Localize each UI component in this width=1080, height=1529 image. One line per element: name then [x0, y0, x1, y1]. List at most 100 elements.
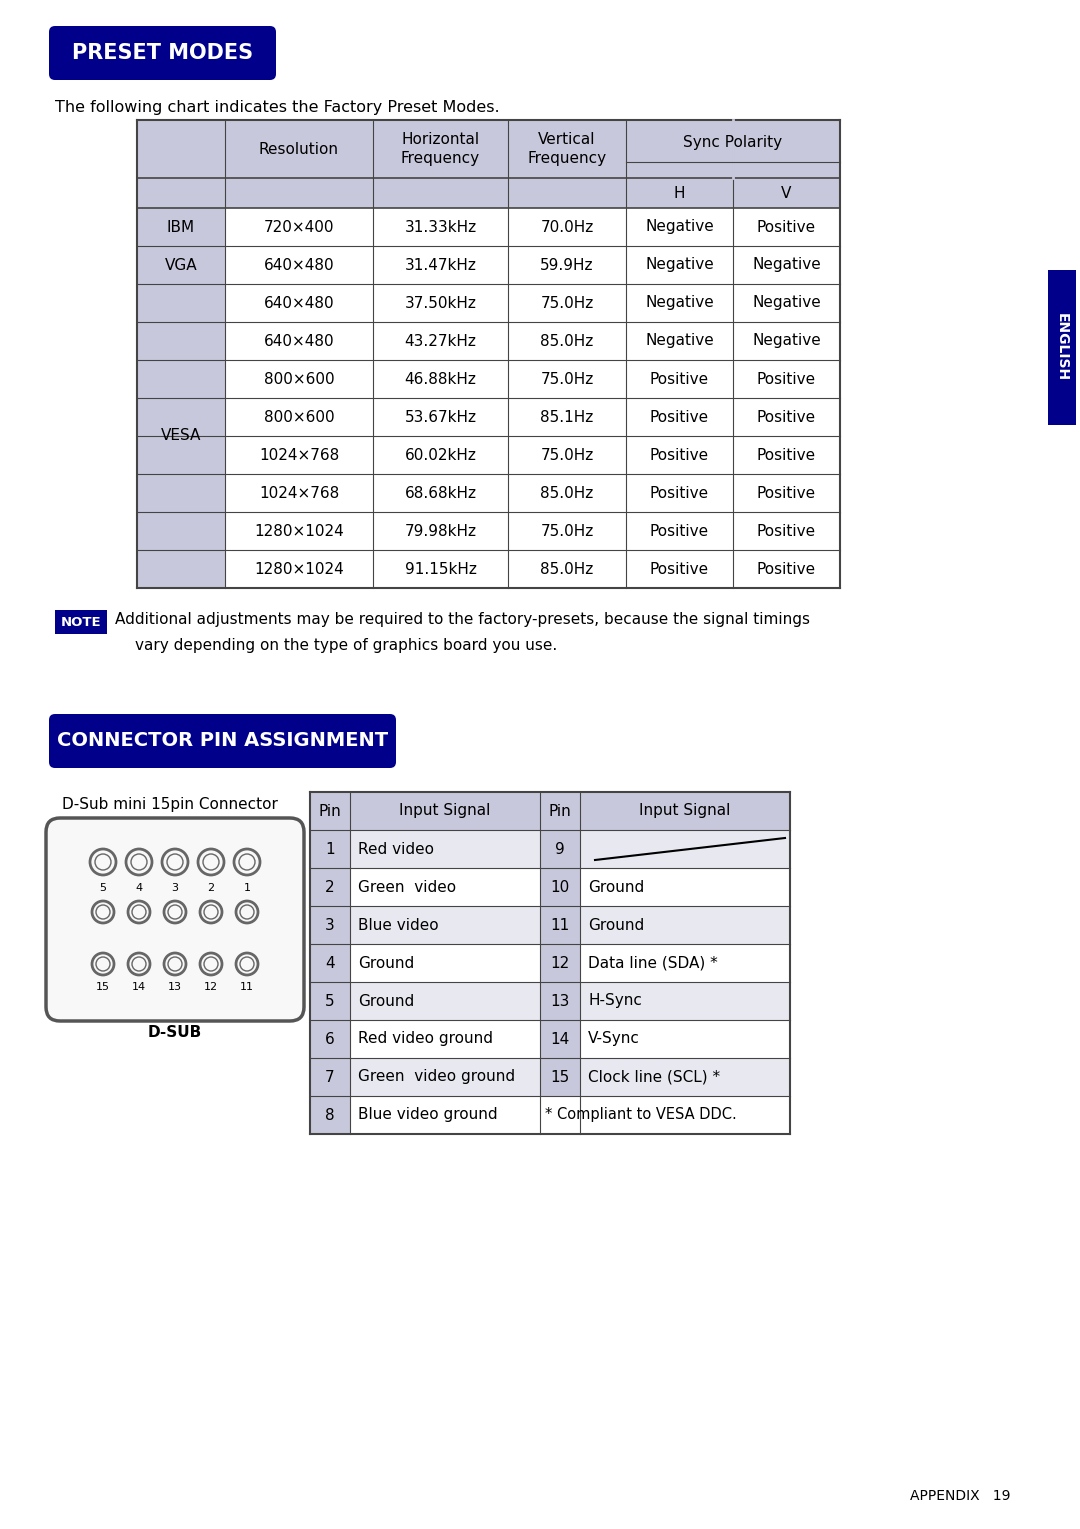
Text: 3: 3	[325, 917, 335, 933]
Bar	[137, 284, 840, 323]
Text: Positive: Positive	[757, 410, 816, 425]
Text: Clock line (SCL) *: Clock line (SCL) *	[588, 1069, 720, 1084]
Text: 53.67kHz: 53.67kHz	[405, 410, 476, 425]
Text: Blue video: Blue video	[357, 917, 438, 933]
Bar	[310, 982, 789, 1020]
Text: PRESET MODES: PRESET MODES	[72, 43, 253, 63]
Text: Positive: Positive	[757, 372, 816, 387]
Text: Pin: Pin	[319, 804, 341, 818]
Text: 1: 1	[243, 884, 251, 893]
Bar	[310, 1058, 350, 1096]
Bar	[137, 398, 840, 436]
Text: 14: 14	[132, 982, 146, 992]
Text: 640×480: 640×480	[264, 295, 335, 310]
Text: 12: 12	[551, 956, 569, 971]
Bar	[540, 868, 580, 907]
Text: Negative: Negative	[645, 333, 714, 349]
Text: Input Signal: Input Signal	[400, 804, 490, 818]
Text: 68.68kHz: 68.68kHz	[405, 486, 476, 500]
Text: Positive: Positive	[757, 561, 816, 576]
Text: 59.9Hz: 59.9Hz	[540, 257, 594, 272]
Text: ENGLISH: ENGLISH	[1055, 313, 1069, 382]
Text: 70.0Hz: 70.0Hz	[540, 220, 594, 234]
Text: 1024×768: 1024×768	[259, 486, 339, 500]
Bar	[540, 982, 580, 1020]
Text: APPENDIX   19: APPENDIX 19	[909, 1489, 1010, 1503]
Bar	[310, 982, 350, 1020]
Bar	[310, 830, 789, 868]
Text: Positive: Positive	[757, 486, 816, 500]
Text: Positive: Positive	[650, 448, 710, 462]
Text: V: V	[781, 185, 792, 200]
Text: 75.0Hz: 75.0Hz	[540, 448, 594, 462]
Text: 800×600: 800×600	[264, 372, 335, 387]
Text: 43.27kHz: 43.27kHz	[405, 333, 476, 349]
Text: Negative: Negative	[645, 220, 714, 234]
Bar	[137, 208, 225, 246]
Text: Ground: Ground	[588, 879, 645, 894]
Text: 3: 3	[172, 884, 178, 893]
Text: H: H	[674, 185, 685, 200]
Text: 4: 4	[325, 956, 335, 971]
Text: 46.88kHz: 46.88kHz	[405, 372, 476, 387]
Text: Ground: Ground	[357, 956, 415, 971]
Bar	[310, 792, 789, 830]
Text: 12: 12	[204, 982, 218, 992]
Bar	[137, 436, 840, 474]
Text: VGA: VGA	[164, 257, 198, 272]
Text: 85.0Hz: 85.0Hz	[540, 486, 594, 500]
Text: D-Sub mini 15pin Connector: D-Sub mini 15pin Connector	[62, 797, 278, 812]
Text: 31.47kHz: 31.47kHz	[405, 257, 476, 272]
Text: 11: 11	[240, 982, 254, 992]
Text: Green  video: Green video	[357, 879, 456, 894]
Text: 4: 4	[135, 884, 143, 893]
Bar	[310, 868, 350, 907]
FancyBboxPatch shape	[49, 714, 396, 768]
Text: Positive: Positive	[757, 448, 816, 462]
Bar	[310, 943, 350, 982]
Text: CONNECTOR PIN ASSIGNMENT: CONNECTOR PIN ASSIGNMENT	[57, 731, 388, 751]
Bar	[137, 474, 840, 512]
Text: 85.0Hz: 85.0Hz	[540, 333, 594, 349]
Bar	[540, 830, 580, 868]
Text: Negative: Negative	[752, 295, 821, 310]
Bar	[310, 1058, 789, 1096]
Text: 1280×1024: 1280×1024	[254, 523, 343, 538]
Text: 31.33kHz: 31.33kHz	[404, 220, 476, 234]
Text: 15: 15	[551, 1069, 569, 1084]
Bar	[540, 943, 580, 982]
Text: 2: 2	[325, 879, 335, 894]
Text: 11: 11	[551, 917, 569, 933]
Text: 10: 10	[551, 879, 569, 894]
Bar	[137, 208, 840, 246]
Bar	[137, 246, 225, 284]
FancyBboxPatch shape	[46, 818, 303, 1021]
Bar	[137, 550, 840, 589]
Bar	[1048, 271, 1076, 425]
Text: Horizontal
Frequency: Horizontal Frequency	[401, 131, 481, 167]
Bar	[137, 284, 225, 589]
Text: Positive: Positive	[650, 410, 710, 425]
Text: D-SUB: D-SUB	[148, 1024, 202, 1040]
Bar	[55, 610, 107, 635]
Text: 37.50kHz: 37.50kHz	[405, 295, 476, 310]
Bar	[137, 177, 840, 208]
Bar	[540, 1020, 580, 1058]
Bar	[137, 323, 840, 359]
Text: Green  video ground: Green video ground	[357, 1069, 515, 1084]
Text: Data line (SDA) *: Data line (SDA) *	[588, 956, 718, 971]
Bar	[137, 512, 840, 550]
Text: 13: 13	[551, 994, 569, 1009]
Text: 85.0Hz: 85.0Hz	[540, 561, 594, 576]
Text: 75.0Hz: 75.0Hz	[540, 295, 594, 310]
Text: 1280×1024: 1280×1024	[254, 561, 343, 576]
Bar	[310, 907, 350, 943]
Text: 75.0Hz: 75.0Hz	[540, 523, 594, 538]
Bar	[137, 359, 840, 398]
Text: 5: 5	[99, 884, 107, 893]
Text: 14: 14	[551, 1032, 569, 1046]
Text: 91.15kHz: 91.15kHz	[405, 561, 476, 576]
Text: 1024×768: 1024×768	[259, 448, 339, 462]
Text: 5: 5	[325, 994, 335, 1009]
Text: vary depending on the type of graphics board you use.: vary depending on the type of graphics b…	[135, 638, 557, 653]
